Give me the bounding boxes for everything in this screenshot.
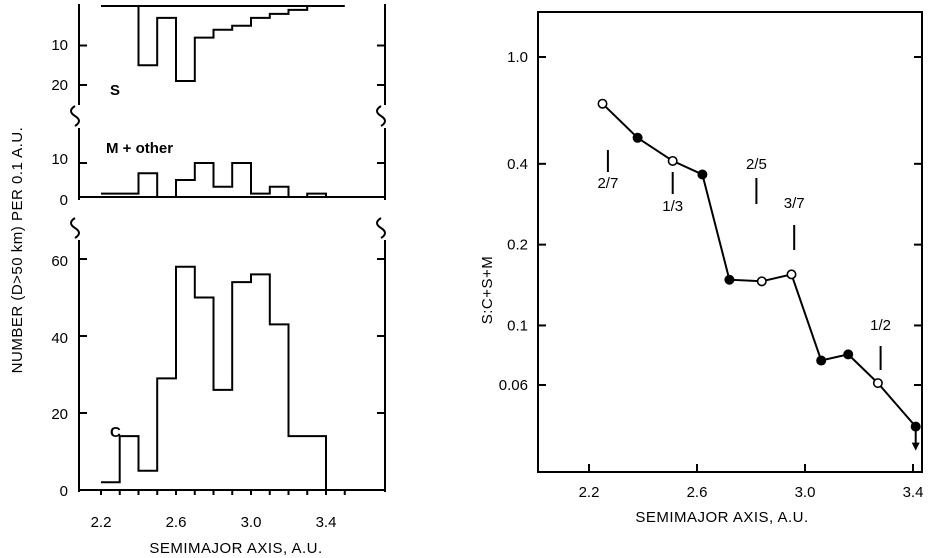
s-histogram-bar xyxy=(214,6,233,30)
s-y-tick: 20 xyxy=(51,77,68,94)
c-histogram-bar xyxy=(139,471,158,490)
right-y-tick: 0.1 xyxy=(507,317,528,334)
s-y-tick: 10 xyxy=(51,37,68,54)
data-point-filled xyxy=(843,349,854,360)
panel-label-s: S xyxy=(110,82,120,99)
m-other-histogram xyxy=(101,162,345,198)
c-histogram-bar xyxy=(195,298,214,491)
m-other-histogram-bar xyxy=(214,187,233,197)
m-y-tick: 0 xyxy=(60,192,68,209)
m-other-histogram-bar xyxy=(139,173,158,197)
c-histogram xyxy=(101,265,345,491)
c-histogram-bar xyxy=(101,482,120,490)
c-histogram-bar xyxy=(307,436,326,490)
s-histogram-bar xyxy=(195,6,214,38)
data-point-filled xyxy=(632,132,643,143)
c-histogram-bar xyxy=(270,324,289,490)
data-point-filled xyxy=(724,274,735,285)
s-histogram-bar xyxy=(251,6,270,18)
m-other-histogram-bar xyxy=(232,163,251,197)
resonance-label: 1/2 xyxy=(870,317,891,334)
left-x-tick: 2.2 xyxy=(91,514,112,531)
resonance-label: 3/7 xyxy=(784,195,805,212)
panel-label-m-other: M + other xyxy=(106,140,173,157)
panel-label-c: C xyxy=(110,424,121,441)
right-y-tick: 1.0 xyxy=(507,49,528,66)
resonance-label: 2/5 xyxy=(746,156,767,173)
left-x-axis-label: SEMIMAJOR AXIS, A.U. xyxy=(149,540,322,557)
m-other-histogram-bar xyxy=(270,187,289,197)
right-y-tick: 0.06 xyxy=(499,377,528,394)
right-x-tick: 2.2 xyxy=(579,484,600,501)
resonance-label: 2/7 xyxy=(597,175,618,192)
c-histogram-bar xyxy=(176,267,195,490)
s-histogram-bar xyxy=(139,6,158,65)
data-point-open xyxy=(597,98,608,109)
right-y-axis-label: S:C+S+M xyxy=(479,256,496,325)
resonance-label: 1/3 xyxy=(662,198,683,215)
m-other-histogram-bar xyxy=(195,163,214,197)
c-y-tick: 40 xyxy=(51,330,68,347)
right-x-axis-label: SEMIMAJOR AXIS, A.U. xyxy=(635,509,808,526)
s-histogram-bar xyxy=(270,6,289,14)
s-histogram-bar xyxy=(232,6,251,26)
right-y-tick: 0.2 xyxy=(507,237,528,254)
data-point-filled xyxy=(910,421,921,432)
s-histogram xyxy=(101,5,345,82)
m-y-tick: 10 xyxy=(51,151,68,168)
data-point-open xyxy=(667,155,678,166)
data-point-filled xyxy=(816,355,827,366)
axis-break-mark xyxy=(70,105,80,127)
axis-break-mark xyxy=(376,105,386,127)
ratio-series-line xyxy=(601,102,917,428)
data-point-open xyxy=(872,378,883,389)
right-x-tick: 3.4 xyxy=(903,484,924,501)
axis-break-mark xyxy=(70,217,80,239)
m-other-histogram-bar xyxy=(176,180,195,197)
c-histogram-bar xyxy=(120,436,139,490)
ratio-figure: S:C+S+M SEMIMAJOR AXIS, A.U. 2.2 2.6 3.0 3.… xyxy=(479,11,924,526)
data-point-filled xyxy=(697,169,708,180)
right-x-tick: 2.6 xyxy=(687,484,708,501)
right-plot-frame xyxy=(537,11,923,473)
histogram-figure: NUMBER (D>50 km) PER 0.1 A.U. SEMIMAJOR … xyxy=(9,4,386,557)
left-x-tick: 3.4 xyxy=(316,514,337,531)
left-y-axis-label: NUMBER (D>50 km) PER 0.1 A.U. xyxy=(9,127,26,374)
c-y-tick: 60 xyxy=(51,253,68,270)
axis-break-mark xyxy=(376,217,386,239)
left-x-tick: 2.6 xyxy=(166,514,187,531)
c-histogram-bar xyxy=(289,436,308,490)
data-point-open xyxy=(756,276,767,287)
c-histogram-bar xyxy=(157,378,176,490)
right-y-tick: 0.4 xyxy=(507,156,528,173)
c-y-tick: 20 xyxy=(51,406,68,423)
c-y-tick: 0 xyxy=(60,483,68,500)
s-histogram-bar xyxy=(176,6,195,81)
s-histogram-bar xyxy=(157,6,176,18)
left-x-tick: 3.0 xyxy=(241,514,262,531)
upper-limit-arrow-head xyxy=(911,442,920,451)
c-histogram-bar xyxy=(214,390,233,490)
c-histogram-bar xyxy=(232,282,251,490)
c-histogram-bar xyxy=(251,274,270,490)
right-x-tick: 3.0 xyxy=(795,484,816,501)
data-point-open xyxy=(786,269,797,280)
